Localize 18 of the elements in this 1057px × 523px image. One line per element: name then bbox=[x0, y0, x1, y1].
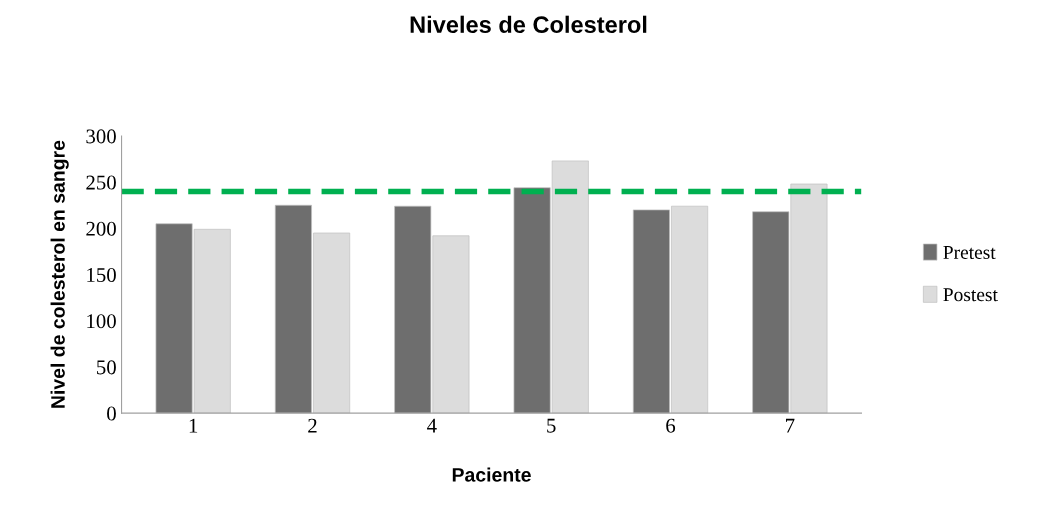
y-tick-label: 200 bbox=[86, 221, 116, 236]
x-tick-label: 6 bbox=[666, 418, 676, 433]
y-tick-label: 100 bbox=[87, 314, 116, 329]
y-tick-label: 250 bbox=[86, 175, 116, 190]
x-tick-label: 5 bbox=[547, 418, 556, 433]
y-tick-label: 300 bbox=[86, 129, 116, 144]
y-tick-label: 0 bbox=[107, 406, 116, 421]
y-tick-label: 150 bbox=[87, 267, 116, 283]
x-axis-title: Paciente bbox=[452, 467, 531, 482]
legend-label: Postest bbox=[943, 288, 998, 302]
x-tick-label: 7 bbox=[786, 418, 795, 433]
chart-title: Niveles de Colesterol bbox=[410, 15, 647, 34]
x-tick-label: 1 bbox=[189, 418, 198, 433]
y-tick-label: 50 bbox=[97, 360, 116, 375]
x-tick-label: 4 bbox=[427, 418, 437, 433]
x-tick-label: 2 bbox=[308, 418, 317, 433]
legend-label: Pretest bbox=[943, 246, 996, 259]
y-axis-title: Nivel de colesterol en sangre bbox=[50, 140, 69, 408]
